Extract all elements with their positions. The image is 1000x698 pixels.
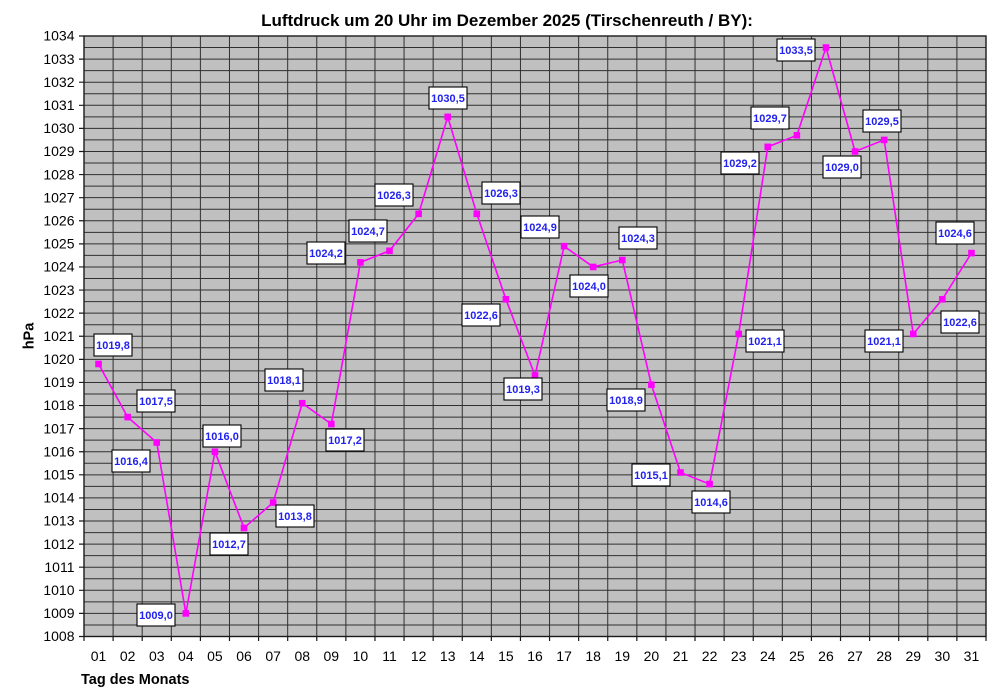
svg-text:1026,3: 1026,3 bbox=[484, 188, 518, 200]
svg-text:1029,2: 1029,2 bbox=[723, 158, 757, 170]
svg-text:1031: 1031 bbox=[43, 97, 74, 113]
svg-text:1010: 1010 bbox=[43, 582, 74, 598]
svg-text:1026: 1026 bbox=[43, 212, 74, 228]
svg-text:1025: 1025 bbox=[43, 236, 74, 252]
svg-text:18: 18 bbox=[585, 648, 601, 664]
svg-text:07: 07 bbox=[265, 648, 281, 664]
svg-text:25: 25 bbox=[789, 648, 805, 664]
svg-text:14: 14 bbox=[469, 648, 485, 664]
svg-text:01: 01 bbox=[91, 648, 107, 664]
svg-text:04: 04 bbox=[178, 648, 194, 664]
svg-text:31: 31 bbox=[964, 648, 980, 664]
svg-text:1016: 1016 bbox=[43, 443, 74, 459]
svg-text:1022,6: 1022,6 bbox=[464, 310, 498, 322]
svg-text:1024: 1024 bbox=[43, 259, 74, 275]
svg-text:1023: 1023 bbox=[43, 282, 74, 298]
svg-text:29: 29 bbox=[905, 648, 921, 664]
svg-text:Tag des Monats: Tag des Monats bbox=[81, 672, 190, 688]
svg-text:23: 23 bbox=[731, 648, 747, 664]
svg-text:24: 24 bbox=[760, 648, 776, 664]
svg-text:09: 09 bbox=[324, 648, 340, 664]
svg-text:21: 21 bbox=[673, 648, 689, 664]
svg-text:1012: 1012 bbox=[43, 536, 74, 552]
svg-text:13: 13 bbox=[440, 648, 456, 664]
svg-text:Luftdruck um 20 Uhr im Dezembe: Luftdruck um 20 Uhr im Dezember 2025 (Ti… bbox=[261, 11, 753, 30]
svg-text:02: 02 bbox=[120, 648, 136, 664]
svg-text:12: 12 bbox=[411, 648, 427, 664]
svg-text:1017,5: 1017,5 bbox=[139, 396, 173, 408]
svg-text:1032: 1032 bbox=[43, 74, 74, 90]
svg-text:10: 10 bbox=[353, 648, 369, 664]
svg-text:08: 08 bbox=[294, 648, 310, 664]
svg-text:1009: 1009 bbox=[43, 605, 74, 621]
svg-text:1029: 1029 bbox=[43, 143, 74, 159]
svg-text:26: 26 bbox=[818, 648, 834, 664]
svg-text:1018,1: 1018,1 bbox=[267, 375, 301, 387]
svg-text:27: 27 bbox=[847, 648, 863, 664]
svg-text:1033,5: 1033,5 bbox=[779, 45, 813, 57]
svg-text:30: 30 bbox=[935, 648, 951, 664]
svg-text:1034: 1034 bbox=[43, 28, 74, 44]
svg-text:1018: 1018 bbox=[43, 397, 74, 413]
svg-text:1015,1: 1015,1 bbox=[634, 470, 668, 482]
svg-text:17: 17 bbox=[556, 648, 572, 664]
svg-text:1029,0: 1029,0 bbox=[825, 162, 859, 174]
svg-text:1016,4: 1016,4 bbox=[114, 456, 149, 468]
svg-text:1030,5: 1030,5 bbox=[431, 93, 465, 105]
svg-text:19: 19 bbox=[615, 648, 631, 664]
svg-text:03: 03 bbox=[149, 648, 165, 664]
svg-text:16: 16 bbox=[527, 648, 543, 664]
svg-text:1029,7: 1029,7 bbox=[753, 113, 787, 125]
svg-text:1019: 1019 bbox=[43, 374, 74, 390]
svg-text:1014,6: 1014,6 bbox=[694, 497, 728, 509]
svg-text:1033: 1033 bbox=[43, 51, 74, 67]
svg-text:1016,0: 1016,0 bbox=[205, 431, 239, 443]
svg-text:1009,0: 1009,0 bbox=[139, 610, 173, 622]
svg-text:1024,7: 1024,7 bbox=[351, 226, 385, 238]
svg-text:22: 22 bbox=[702, 648, 718, 664]
svg-text:06: 06 bbox=[236, 648, 252, 664]
svg-text:1022,6: 1022,6 bbox=[943, 317, 977, 329]
svg-text:15: 15 bbox=[498, 648, 514, 664]
svg-text:1024,0: 1024,0 bbox=[572, 281, 606, 293]
svg-text:28: 28 bbox=[876, 648, 892, 664]
svg-text:1013: 1013 bbox=[43, 513, 74, 529]
svg-text:1019,3: 1019,3 bbox=[506, 384, 540, 396]
svg-text:1018,9: 1018,9 bbox=[609, 395, 643, 407]
svg-text:1026,3: 1026,3 bbox=[377, 190, 411, 202]
svg-text:1011: 1011 bbox=[44, 559, 74, 575]
svg-text:1027: 1027 bbox=[43, 189, 74, 205]
svg-text:1019,8: 1019,8 bbox=[96, 340, 130, 352]
svg-text:1021,1: 1021,1 bbox=[867, 336, 901, 348]
svg-text:20: 20 bbox=[644, 648, 660, 664]
svg-text:11: 11 bbox=[382, 648, 397, 664]
svg-text:1024,9: 1024,9 bbox=[523, 222, 557, 234]
svg-text:1014: 1014 bbox=[43, 490, 74, 506]
svg-text:1017: 1017 bbox=[43, 420, 74, 436]
svg-text:1008: 1008 bbox=[43, 628, 74, 644]
svg-text:1029,5: 1029,5 bbox=[865, 116, 899, 128]
svg-text:1022: 1022 bbox=[43, 305, 74, 321]
svg-text:1028: 1028 bbox=[43, 166, 74, 182]
svg-text:1017,2: 1017,2 bbox=[328, 435, 362, 447]
svg-text:1024,2: 1024,2 bbox=[309, 248, 343, 260]
svg-text:1021: 1021 bbox=[43, 328, 74, 344]
svg-text:1024,3: 1024,3 bbox=[621, 233, 655, 245]
svg-text:1024,6: 1024,6 bbox=[938, 228, 972, 240]
svg-text:1020: 1020 bbox=[43, 351, 74, 367]
svg-text:1030: 1030 bbox=[43, 120, 74, 136]
svg-text:05: 05 bbox=[207, 648, 223, 664]
svg-text:1012,7: 1012,7 bbox=[212, 539, 246, 551]
svg-text:hPa: hPa bbox=[22, 322, 38, 350]
svg-text:1015: 1015 bbox=[43, 467, 74, 483]
svg-text:1021,1: 1021,1 bbox=[748, 336, 782, 348]
svg-text:1013,8: 1013,8 bbox=[278, 511, 312, 523]
